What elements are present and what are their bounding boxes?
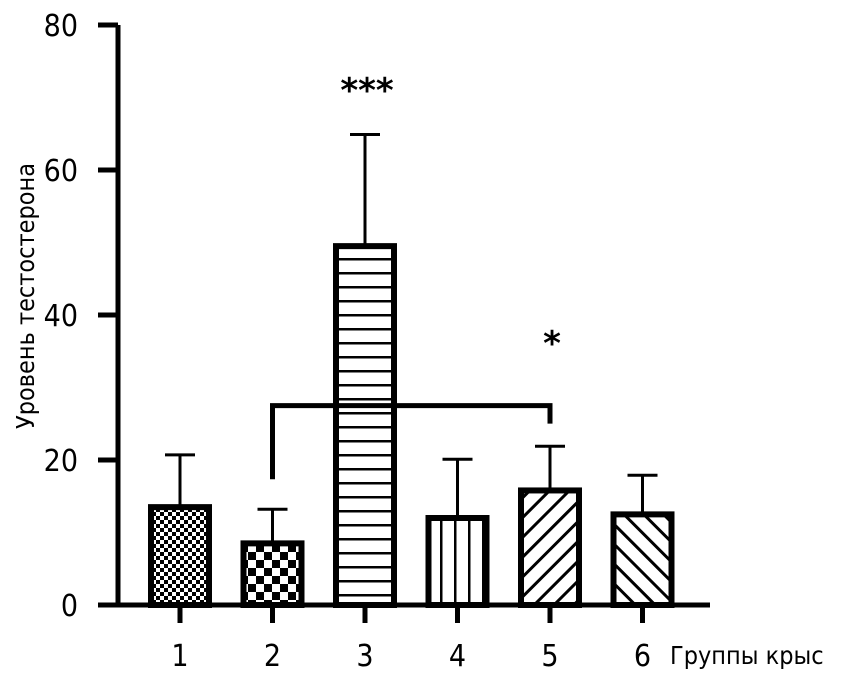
- x-tick-label-6: 6: [634, 639, 651, 674]
- x-axis-label: Группы крыс: [670, 641, 824, 670]
- y-tick-label-0: 0: [61, 589, 78, 624]
- y-tick-label-80: 80: [44, 9, 78, 44]
- x-tick-label-1: 1: [171, 639, 188, 674]
- x-tick-label-4: 4: [449, 639, 466, 674]
- x-tick-label-3: 3: [356, 639, 373, 674]
- y-tick-label-40: 40: [44, 299, 78, 334]
- bar-1: [148, 504, 212, 608]
- bar-4: [425, 515, 490, 608]
- bars: [148, 243, 675, 609]
- x-axis: 1 2 3 4 5 6: [116, 602, 710, 674]
- bar-3: [333, 243, 397, 608]
- annotations: ****: [270, 71, 561, 480]
- bar-5: [518, 487, 582, 609]
- x-tick-label-2: 2: [264, 639, 281, 674]
- y-tick-label-60: 60: [44, 154, 78, 189]
- significance-bracket: [270, 403, 553, 480]
- x-tick-label-5: 5: [541, 639, 558, 674]
- y-axis: 0 20 40 60 80: [44, 9, 121, 624]
- bar-2: [240, 540, 305, 608]
- bar-6: [610, 511, 675, 608]
- y-tick-label-20: 20: [44, 444, 78, 479]
- y-axis-label: Уровень тестостерона: [11, 163, 40, 429]
- significance-label-3: ***: [340, 71, 394, 111]
- error-bars: [165, 132, 658, 544]
- significance-label-5: *: [543, 324, 561, 364]
